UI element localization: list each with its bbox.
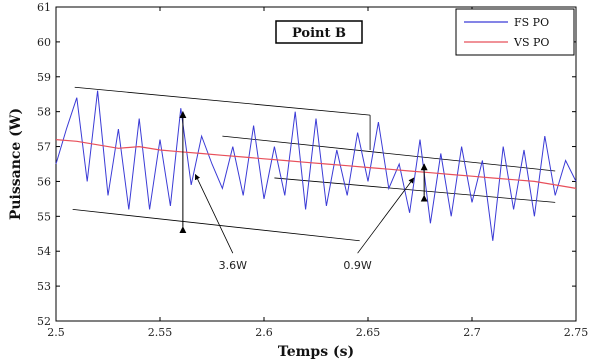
envelope-line xyxy=(72,208,360,242)
x-tick-label: 2.75 xyxy=(564,326,589,339)
chart-title-box: Point B xyxy=(275,20,363,44)
envelope-lines xyxy=(72,86,556,242)
chart-title: Point B xyxy=(292,26,346,41)
legend: FS PO VS PO xyxy=(455,8,575,56)
annotation-label: 0.9W xyxy=(343,259,371,272)
legend-label-vs-po: VS PO xyxy=(513,36,549,49)
x-tick-label: 2.65 xyxy=(356,326,381,339)
x-tick-label: 2.5 xyxy=(47,326,65,339)
series-line-fs-po xyxy=(55,90,577,241)
x-axis-title: Temps (s) xyxy=(278,344,354,360)
annotations: 3.6W 0.9W xyxy=(179,110,428,272)
x-tick-label: 2.6 xyxy=(255,326,273,339)
legend-label-fs-po: FS PO xyxy=(514,16,549,29)
y-tick-label: 61 xyxy=(37,1,51,14)
y-tick-label: 58 xyxy=(37,106,51,119)
x-tick-label: 2.7 xyxy=(463,326,481,339)
x-axis: 2.5 2.55 2.6 2.65 2.7 2.75 xyxy=(47,7,588,339)
y-tick-label: 53 xyxy=(37,280,51,293)
annotation-arrow xyxy=(194,173,234,254)
annotation-arrow xyxy=(357,177,415,254)
y-tick-label: 54 xyxy=(37,245,51,258)
series-line-vs-po xyxy=(55,139,577,189)
y-tick-label: 56 xyxy=(37,175,51,188)
x-tick-label: 2.55 xyxy=(148,326,173,339)
y-tick-label: 52 xyxy=(37,315,51,328)
annotation-label: 3.6W xyxy=(219,259,247,272)
y-tick-label: 60 xyxy=(37,36,51,49)
envelope-line xyxy=(74,86,371,116)
y-tick-label: 59 xyxy=(37,71,51,84)
y-axis: 52 53 54 55 56 57 58 59 60 61 xyxy=(37,1,576,328)
y-axis-title: Puissance (W) xyxy=(8,108,24,220)
envelope-line xyxy=(222,135,556,172)
y-tick-label: 57 xyxy=(37,141,51,154)
envelope-line xyxy=(274,177,556,203)
y-tick-label: 55 xyxy=(37,210,51,223)
